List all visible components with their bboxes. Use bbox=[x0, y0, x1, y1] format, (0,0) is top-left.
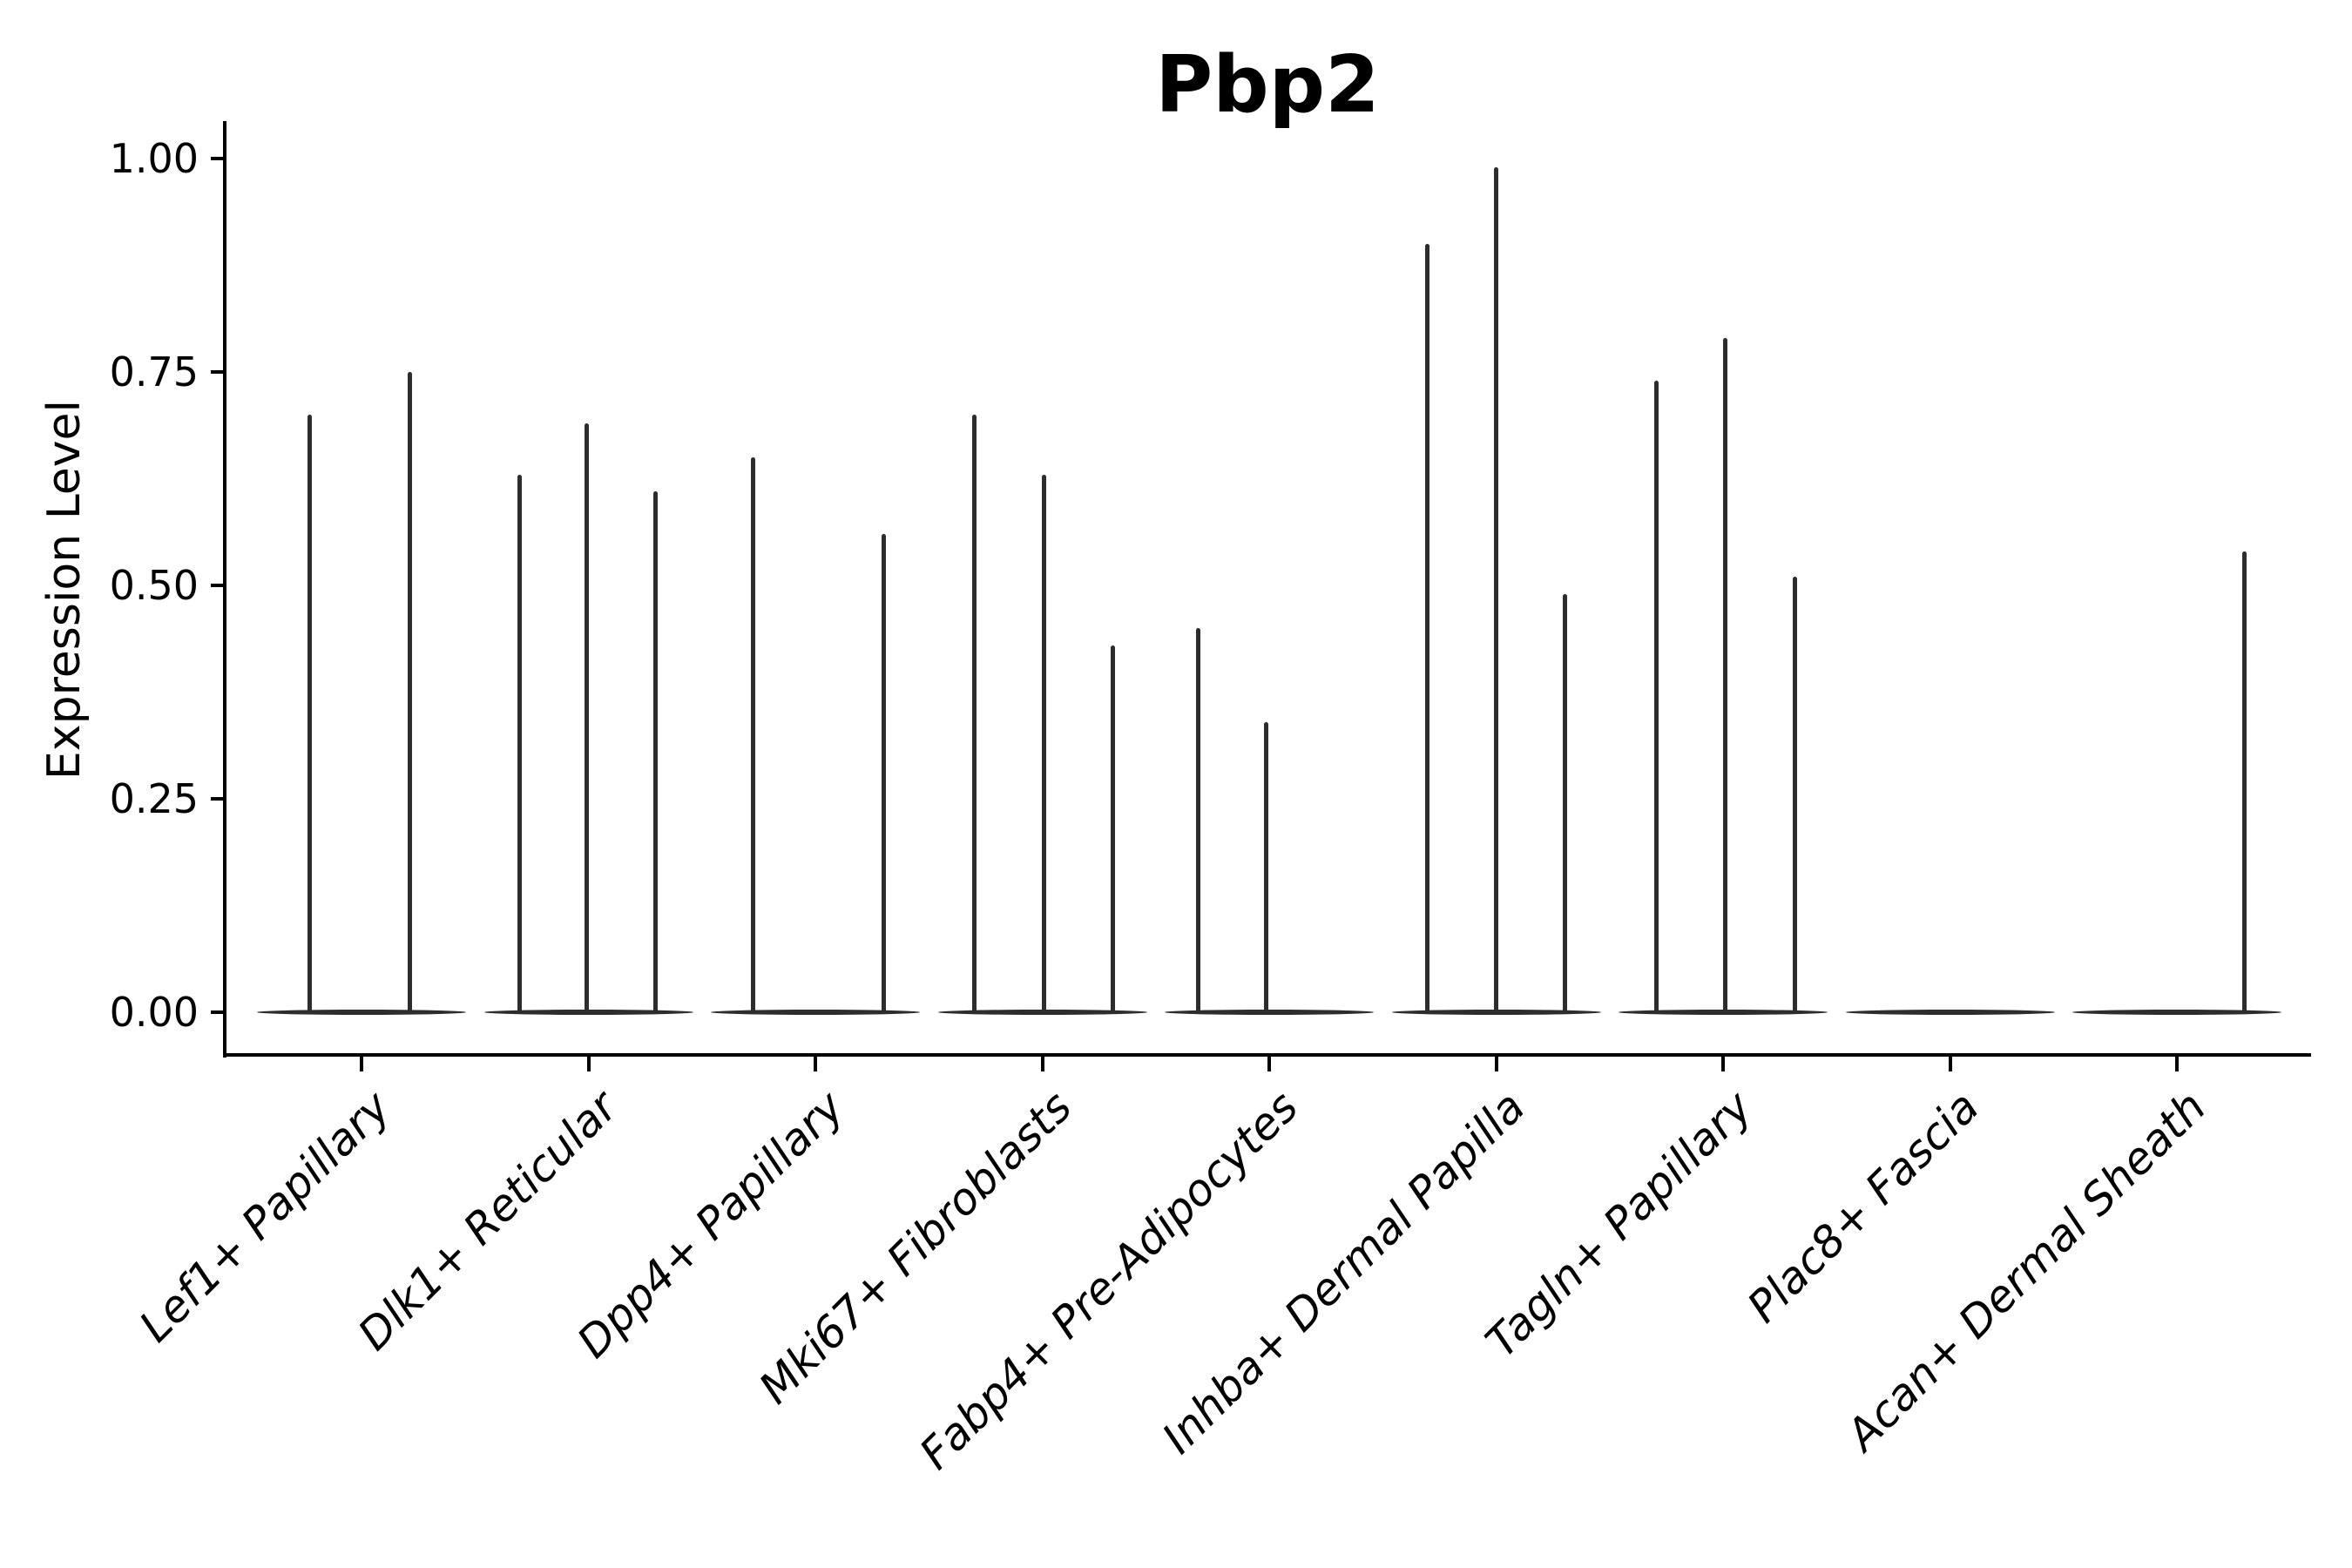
violin-spike bbox=[1425, 244, 1429, 1012]
y-tick-label: 0.50 bbox=[109, 562, 199, 609]
violin-zero-baseline bbox=[257, 1010, 466, 1015]
x-tick-label: Inhba+ Dermal Papilla bbox=[1152, 1081, 1536, 1463]
x-tick bbox=[814, 1057, 817, 1071]
x-tick bbox=[1948, 1057, 1952, 1071]
violin-zero-baseline bbox=[711, 1010, 920, 1015]
violin-spike bbox=[307, 415, 312, 1012]
violin-spike bbox=[407, 372, 412, 1012]
chart-title: Pbp2 bbox=[1155, 39, 1380, 131]
violin-spike bbox=[1263, 721, 1268, 1012]
x-tick bbox=[1040, 1057, 1044, 1071]
violin-spike bbox=[585, 422, 589, 1012]
y-tick-label: 1.00 bbox=[109, 135, 199, 182]
y-tick-label: 0.25 bbox=[109, 775, 199, 822]
violin-zero-baseline bbox=[483, 1010, 693, 1015]
violin-spike bbox=[1042, 474, 1046, 1012]
violin-spike bbox=[1653, 380, 1659, 1012]
violin-spike bbox=[653, 491, 658, 1012]
violin-spike bbox=[972, 415, 977, 1012]
x-tick bbox=[1267, 1057, 1271, 1071]
y-tick bbox=[211, 1010, 224, 1014]
violin-spike bbox=[1792, 577, 1797, 1012]
violin-zero-baseline bbox=[937, 1010, 1147, 1015]
y-tick bbox=[211, 157, 224, 160]
violin-spike bbox=[1195, 628, 1200, 1012]
y-axis-line bbox=[223, 121, 226, 1058]
x-axis-line bbox=[223, 1053, 2311, 1057]
x-tick bbox=[586, 1057, 591, 1071]
violin-zero-baseline bbox=[1165, 1010, 1374, 1015]
y-axis-label: Expression Level bbox=[38, 399, 91, 781]
violin-zero-baseline bbox=[2072, 1010, 2281, 1015]
violin-spike bbox=[1111, 645, 1115, 1012]
y-tick-label: 0.75 bbox=[109, 348, 199, 395]
violin-spike bbox=[1494, 166, 1498, 1012]
violin-spike bbox=[750, 457, 755, 1012]
y-tick-label: 0.00 bbox=[109, 989, 199, 1036]
x-tick bbox=[360, 1057, 363, 1071]
x-tick bbox=[1494, 1057, 1498, 1071]
y-tick bbox=[211, 370, 224, 374]
violin-zero-baseline bbox=[1619, 1010, 1828, 1015]
x-tick bbox=[1721, 1057, 1725, 1071]
violin-spike bbox=[881, 534, 886, 1012]
violin-spike bbox=[2241, 551, 2247, 1012]
y-tick bbox=[211, 584, 224, 587]
y-tick bbox=[211, 797, 224, 801]
violin-zero-baseline bbox=[1845, 1010, 2055, 1015]
x-tick-label: Plac8+ Fascia bbox=[1738, 1081, 1990, 1333]
violin-spike bbox=[517, 474, 522, 1012]
violin-spike bbox=[1563, 593, 1567, 1012]
y-axis-label-wrap: Expression Level bbox=[33, 123, 96, 1057]
violin-zero-baseline bbox=[1391, 1010, 1601, 1015]
x-tick-label: Fabp4+ Pre-Adipocytes bbox=[909, 1081, 1308, 1480]
violin-spike bbox=[1722, 337, 1727, 1012]
x-tick bbox=[2175, 1057, 2179, 1071]
